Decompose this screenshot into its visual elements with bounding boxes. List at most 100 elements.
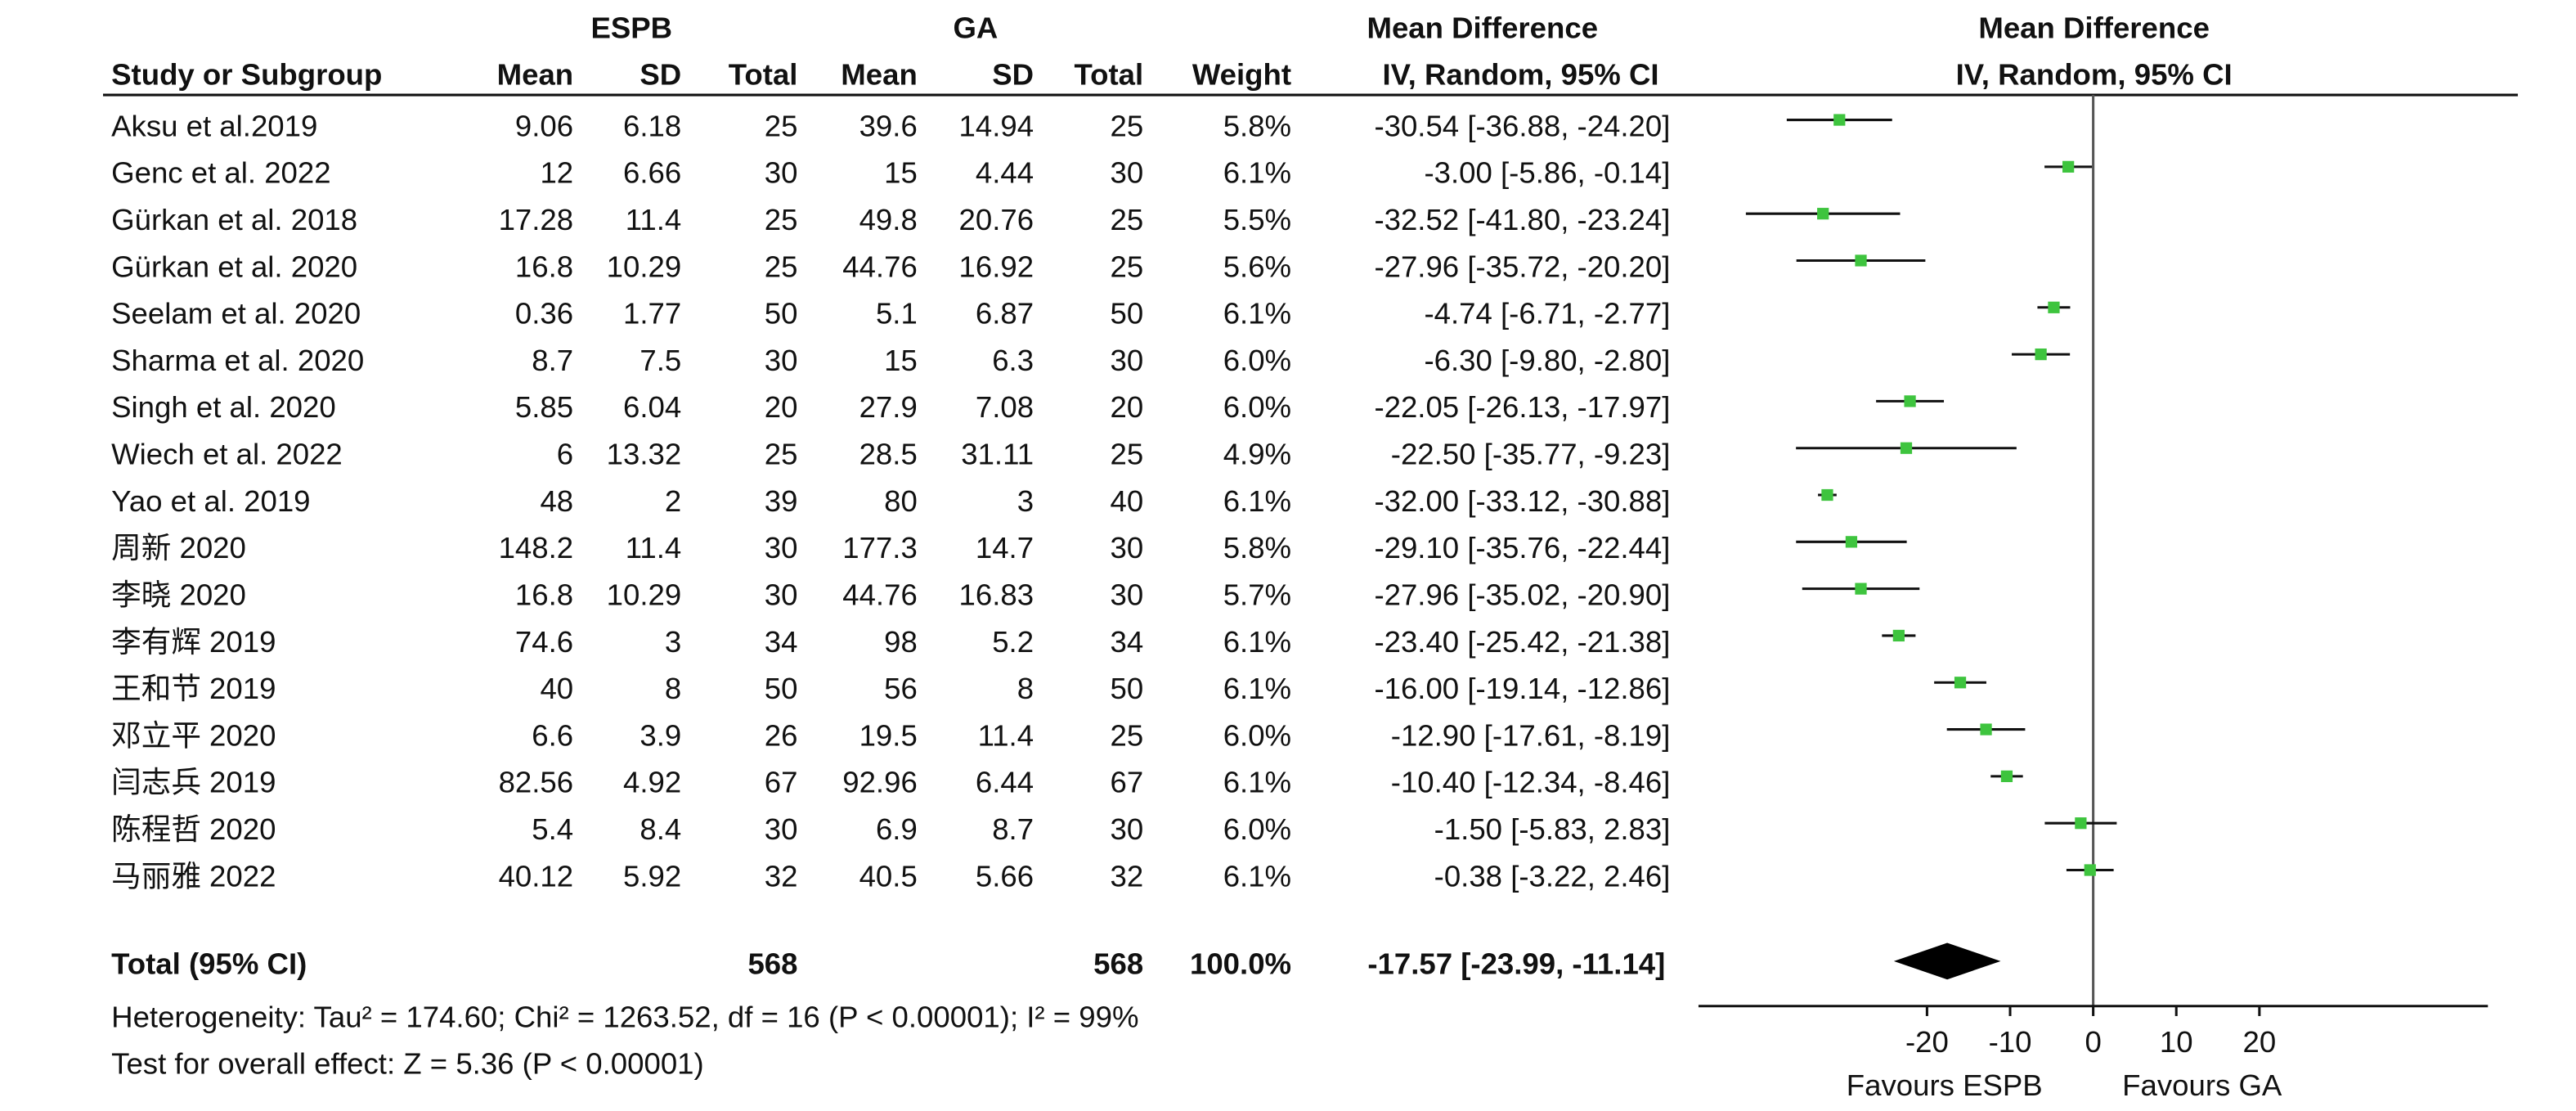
effect-square <box>1980 723 1992 735</box>
table-cell: 1.77 <box>623 297 681 331</box>
table-cell: 6.1% <box>1223 766 1291 799</box>
table-cell: Seelam et al. 2020 <box>111 297 361 331</box>
table-cell: Gürkan et al. 2018 <box>111 203 357 236</box>
table-cell: 10.29 <box>607 578 682 611</box>
table-cell: 40.5 <box>859 859 918 893</box>
table-cell: 5.1 <box>876 297 918 331</box>
x-tick-label: -20 <box>1905 1025 1949 1059</box>
table-cell: -22.50 [-35.77, -9.23] <box>1391 438 1671 471</box>
table-cell: 40 <box>1111 484 1144 518</box>
table-cell: -1.50 [-5.83, 2.83] <box>1434 812 1671 846</box>
table-cell: 5.66 <box>976 859 1034 893</box>
table-cell: -12.90 [-17.61, -8.19] <box>1391 718 1671 752</box>
table-cell: 5.2 <box>992 625 1034 659</box>
column-header: Total <box>1075 57 1144 91</box>
table-cell: 李晓 2020 <box>111 578 246 611</box>
table-cell: 2 <box>665 484 681 518</box>
summary-diamond <box>1893 942 2001 980</box>
table-cell: 25 <box>1111 718 1144 752</box>
table-cell: 陈程哲 2020 <box>111 812 276 846</box>
table-cell: 8.4 <box>640 812 681 846</box>
table-cell: 8 <box>665 672 681 705</box>
table-cell: 3.9 <box>640 718 681 752</box>
table-cell: 5.8% <box>1223 109 1291 142</box>
table-cell: 16.8 <box>515 250 573 283</box>
table-cell: 50 <box>765 297 798 331</box>
table-cell: 80 <box>884 484 918 518</box>
table-cell: -16.00 [-19.14, -12.86] <box>1374 672 1670 705</box>
table-cell: 30 <box>1111 812 1144 846</box>
table-cell: -22.05 [-26.13, -17.97] <box>1374 390 1670 424</box>
table-cell: 27.9 <box>859 390 918 424</box>
table-cell: 30 <box>1111 578 1144 611</box>
table-cell: -23.40 [-25.42, -21.38] <box>1374 625 1670 659</box>
total-label: Total (95% CI) <box>111 947 307 981</box>
table-cell: Sharma et al. 2020 <box>111 344 364 377</box>
table-cell: 6.1% <box>1223 297 1291 331</box>
table-cell: 6.44 <box>976 766 1034 799</box>
table-cell: -4.74 [-6.71, -2.77] <box>1424 297 1670 331</box>
table-cell: 邓立平 2020 <box>111 718 276 752</box>
table-cell: 56 <box>884 672 918 705</box>
table-cell: 39 <box>765 484 798 518</box>
table-cell: 5.4 <box>532 812 573 846</box>
table-cell: 30 <box>1111 344 1144 377</box>
table-cell: 0.36 <box>515 297 573 331</box>
table-cell: 17.28 <box>499 203 574 236</box>
table-cell: 20.76 <box>959 203 1034 236</box>
table-cell: -30.54 [-36.88, -24.20] <box>1374 109 1670 142</box>
table-cell: 6.18 <box>623 109 681 142</box>
x-right-label: Favours GA <box>2122 1068 2282 1102</box>
table-cell: 34 <box>1111 625 1144 659</box>
effect-square <box>1855 582 1867 595</box>
table-cell: 15 <box>884 156 918 190</box>
table-cell: 20 <box>765 390 798 424</box>
table-cell: 8 <box>1017 672 1034 705</box>
table-cell: 26 <box>765 718 798 752</box>
total-cell: 568 <box>1093 947 1143 981</box>
group-label: Mean Difference <box>1367 11 1598 44</box>
column-header: Mean <box>497 57 574 91</box>
table-cell: 20 <box>1111 390 1144 424</box>
table-cell: 6.1% <box>1223 859 1291 893</box>
effect-square <box>2062 160 2075 173</box>
total-cell: 100.0% <box>1190 947 1291 981</box>
table-cell: 9.06 <box>515 109 573 142</box>
table-cell: 5.7% <box>1223 578 1291 611</box>
table-cell: 30 <box>765 578 798 611</box>
effect-square <box>2035 348 2047 361</box>
effect-square <box>1817 208 1829 220</box>
table-cell: Yao et al. 2019 <box>111 484 310 518</box>
table-cell: 4.44 <box>976 156 1034 190</box>
group-label: GA <box>953 11 998 44</box>
total-cell: 568 <box>747 947 797 981</box>
table-cell: 6 <box>557 438 573 471</box>
table-cell: 8.7 <box>532 344 573 377</box>
effect-square <box>1855 254 1867 267</box>
table-cell: 30 <box>765 531 798 564</box>
x-tick-label: 10 <box>2160 1025 2193 1059</box>
table-cell: 15 <box>884 344 918 377</box>
table-cell: 25 <box>765 203 798 236</box>
table-cell: 10.29 <box>607 250 682 283</box>
table-cell: 28.5 <box>859 438 918 471</box>
table-cell: 39.6 <box>859 109 918 142</box>
table-cell: 25 <box>765 250 798 283</box>
effect-square <box>2000 770 2013 782</box>
table-cell: 6.87 <box>976 297 1034 331</box>
group-label: ESPB <box>590 11 672 44</box>
column-header: Study or Subgroup <box>111 57 382 91</box>
table-cell: Singh et al. 2020 <box>111 390 336 424</box>
x-tick-label: 0 <box>2085 1025 2101 1059</box>
table-cell: 5.6% <box>1223 250 1291 283</box>
table-cell: -27.96 [-35.72, -20.20] <box>1374 250 1670 283</box>
column-header: IV, Random, 95% CI <box>1382 57 1658 91</box>
effect-square <box>2084 864 2096 876</box>
table-cell: 67 <box>1111 766 1144 799</box>
effect-square <box>1900 442 1913 454</box>
table-cell: 16.83 <box>959 578 1034 611</box>
table-cell: 32 <box>1111 859 1144 893</box>
x-tick-label: 20 <box>2243 1025 2277 1059</box>
table-cell: 6.0% <box>1223 390 1291 424</box>
